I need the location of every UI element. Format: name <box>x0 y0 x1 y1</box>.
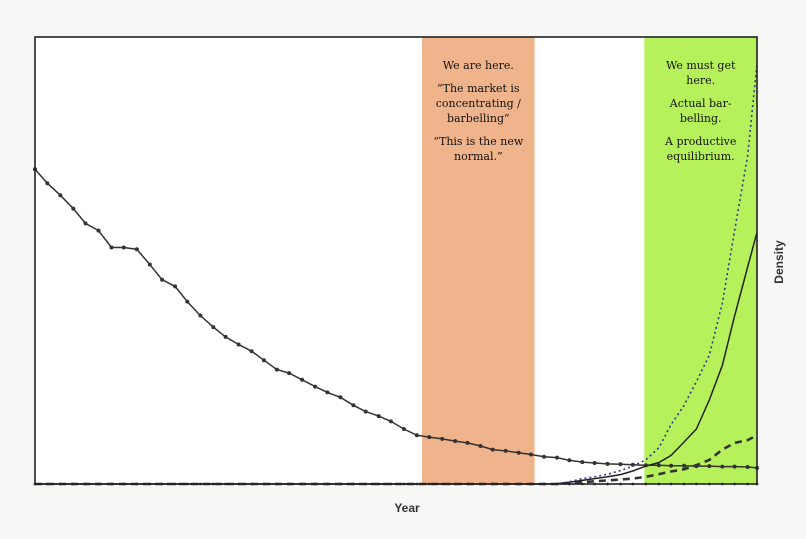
y-axis-label: Density <box>772 240 786 284</box>
series-0-point <box>745 465 750 469</box>
series-0-point <box>211 325 216 330</box>
series-0-point <box>567 458 572 463</box>
series-0-point <box>58 193 63 198</box>
band-1-annotation-line: We must get <box>666 59 736 72</box>
series-0-point <box>682 463 687 468</box>
series-0-point <box>236 342 241 347</box>
series-0-point <box>325 390 330 395</box>
series-0-point <box>134 247 139 252</box>
series-0-point <box>401 427 406 431</box>
axis-labels: Year Density <box>394 240 786 515</box>
series-0-point <box>96 228 101 233</box>
series-0-point <box>656 463 661 468</box>
series-0-point <box>490 447 495 452</box>
series-0-point <box>121 245 126 250</box>
series-0-point <box>707 464 712 469</box>
series-0-point <box>287 371 292 376</box>
series-0-point <box>542 454 546 459</box>
series-0-point <box>45 181 50 186</box>
band-0-annotation-line: We are here. <box>443 59 514 72</box>
series-0-point <box>732 464 737 469</box>
series-0-point <box>147 262 152 267</box>
series-0-point <box>580 460 585 465</box>
series-0-point <box>313 384 318 389</box>
band-1-annotation-line: belling. <box>680 112 722 125</box>
series-0-point <box>503 448 508 453</box>
series-0-point <box>300 377 305 382</box>
band-1-annotation-line: Actual bar- <box>669 97 732 110</box>
series-0-point <box>338 395 343 400</box>
band-1 <box>644 37 757 484</box>
plot-frame <box>34 36 758 485</box>
series-0-point <box>516 450 521 455</box>
series-0-point <box>388 419 393 424</box>
series-0-point <box>669 463 674 468</box>
band-0-annotation-line: “The market is <box>437 82 520 95</box>
series-0-point <box>185 299 190 304</box>
band-1-annotation-line: equilibrium. <box>667 150 735 163</box>
band-0-annotation-line: concentrating / <box>436 97 521 110</box>
series-0-point <box>618 462 623 467</box>
series-0-point <box>529 452 533 457</box>
series-0-point <box>261 358 266 363</box>
series-0-point <box>465 440 470 445</box>
series-0-point <box>249 349 254 354</box>
series-0-point <box>427 435 432 440</box>
series-0-point <box>592 461 597 465</box>
series-0-point <box>363 409 368 414</box>
series-0-line <box>34 168 758 469</box>
series-0-point <box>71 206 76 211</box>
series-0-point <box>274 367 279 372</box>
series-0-point <box>198 313 203 318</box>
series-0-point <box>605 461 610 466</box>
series-0-point <box>223 334 228 339</box>
series-0-point <box>376 414 381 419</box>
series-0-point <box>83 221 88 226</box>
band-0-annotation-line: barbelling” <box>447 112 510 125</box>
series-0-point <box>555 455 559 460</box>
series-0-point <box>414 433 419 438</box>
highlight-bands: We are here. “The market is concentrating … <box>421 37 757 484</box>
series-0-point <box>173 284 178 289</box>
series-0-point <box>160 277 165 282</box>
band-1-annotation-line: here. <box>686 74 715 87</box>
series-0-point <box>440 436 445 441</box>
series-0-point <box>478 444 483 448</box>
series-0-point <box>109 245 114 250</box>
series-0-point <box>453 439 458 444</box>
series-0-point <box>351 403 356 408</box>
plot-background <box>35 37 757 484</box>
band-0-annotation-line: normal.” <box>454 150 503 163</box>
series-0-point <box>720 464 725 469</box>
band-1-annotation-line: A productive <box>664 135 736 148</box>
band-0-annotation-line: “This is the new <box>433 135 523 148</box>
x-axis-label: Year <box>394 501 420 515</box>
band-0 <box>421 37 535 484</box>
